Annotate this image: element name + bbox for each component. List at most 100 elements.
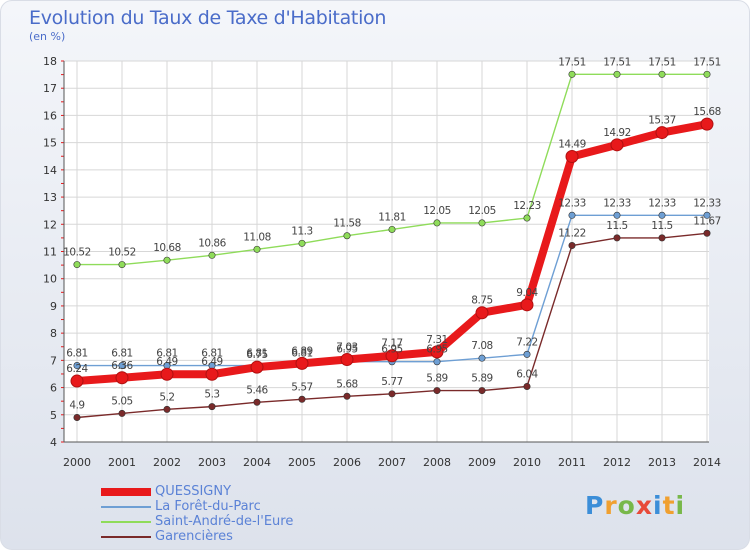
data-point [388, 390, 396, 398]
data-point [163, 405, 171, 413]
legend-label: La Forêt-du-Parc [155, 499, 261, 514]
data-point [433, 387, 441, 395]
data-point [700, 117, 714, 131]
x-tick-label: 2011 [558, 456, 586, 469]
data-label: 5.2 [159, 391, 174, 403]
data-point [478, 387, 486, 395]
y-tick-label: 18 [43, 55, 57, 68]
data-point [613, 70, 621, 78]
data-point [250, 360, 264, 374]
data-label: 5.3 [204, 389, 219, 401]
data-point [433, 219, 441, 227]
data-label: 10.68 [153, 242, 181, 254]
data-point [568, 211, 576, 219]
y-tick-label: 8 [50, 327, 57, 340]
legend-item: Saint-André-de-l'Eure [101, 514, 293, 529]
data-point [70, 374, 84, 388]
data-label: 6.04 [516, 368, 538, 380]
data-label: 11.81 [378, 211, 406, 223]
data-point [118, 362, 126, 370]
data-label: 7.22 [516, 336, 537, 348]
y-tick-label: 12 [43, 218, 57, 231]
data-point [118, 261, 126, 269]
data-point [613, 234, 621, 242]
data-point [73, 362, 81, 370]
data-label: 6.95 [381, 344, 402, 356]
x-tick-label: 2010 [513, 456, 541, 469]
legend-label: Saint-André-de-l'Eure [155, 514, 294, 529]
y-tick-label: 4 [50, 436, 57, 449]
data-label: 10.86 [198, 237, 226, 249]
data-label: 11.22 [558, 228, 586, 240]
data-point [340, 353, 354, 367]
data-point [73, 414, 81, 422]
y-tick-label: 13 [43, 191, 57, 204]
data-point [160, 367, 174, 381]
data-label: 7.03 [336, 342, 357, 354]
data-label: 5.05 [111, 395, 132, 407]
data-label: 5.77 [381, 376, 402, 388]
data-label: 5.68 [336, 378, 357, 390]
data-label: 6.81 [246, 348, 267, 360]
y-tick-label: 14 [43, 164, 57, 177]
data-label: 15.37 [648, 115, 676, 127]
data-point [298, 395, 306, 403]
legend-item: La Forêt-du-Parc [101, 499, 293, 514]
legend-swatch [101, 487, 151, 496]
data-label: 8.75 [471, 295, 492, 307]
data-point [430, 345, 444, 359]
chart-title: Evolution du Taux de Taxe d'Habitation [29, 7, 387, 29]
data-point [163, 256, 171, 264]
data-label: 6.95 [336, 344, 357, 356]
data-label: 14.92 [603, 127, 631, 139]
legend-label: QUESSIGNY [155, 484, 232, 499]
data-label: 6.36 [111, 360, 133, 372]
legend-swatch [101, 535, 151, 538]
y-tick-label: 17 [43, 82, 57, 95]
data-point [658, 70, 666, 78]
data-point [520, 298, 534, 312]
data-label: 6.95 [426, 344, 447, 356]
y-tick-label: 10 [43, 273, 57, 286]
data-label: 12.33 [648, 197, 676, 209]
x-tick-label: 2012 [603, 456, 631, 469]
data-label: 15.68 [693, 106, 721, 118]
y-tick-label: 5 [50, 409, 57, 422]
x-tick-label: 2000 [63, 456, 91, 469]
data-label: 17.51 [558, 56, 586, 68]
data-label: 11.58 [333, 218, 361, 230]
data-point [208, 403, 216, 411]
data-point [478, 219, 486, 227]
data-point [658, 211, 666, 219]
data-label: 6.49 [201, 356, 222, 368]
data-label: 12.33 [693, 197, 721, 209]
data-label: 12.33 [603, 197, 631, 209]
data-label: 4.9 [69, 400, 84, 412]
legend-swatch [101, 520, 151, 523]
data-label: 5.89 [471, 373, 492, 385]
data-point [703, 211, 711, 219]
x-tick-label: 2002 [153, 456, 181, 469]
chart-unit: (en %) [29, 30, 66, 43]
data-label: 5.89 [426, 373, 447, 385]
x-tick-label: 2008 [423, 456, 451, 469]
data-point [433, 358, 441, 366]
y-tick-label: 16 [43, 109, 57, 122]
proxiti-logo: Proxiti [585, 491, 686, 520]
data-label: 11.67 [693, 215, 721, 227]
x-tick-label: 2004 [243, 456, 271, 469]
data-label: 6.49 [156, 356, 177, 368]
data-point [613, 211, 621, 219]
data-point [73, 261, 81, 269]
data-label: 6.81 [111, 348, 132, 360]
x-tick-label: 2009 [468, 456, 496, 469]
data-point [205, 367, 219, 381]
legend: QUESSIGNY La Forêt-du-Parc Saint-André-de-… [101, 484, 293, 544]
x-tick-label: 2001 [108, 456, 136, 469]
data-point [253, 398, 261, 406]
x-tick-label: 2005 [288, 456, 316, 469]
data-point [568, 242, 576, 250]
data-point [523, 350, 531, 358]
x-tick-label: 2014 [693, 456, 721, 469]
